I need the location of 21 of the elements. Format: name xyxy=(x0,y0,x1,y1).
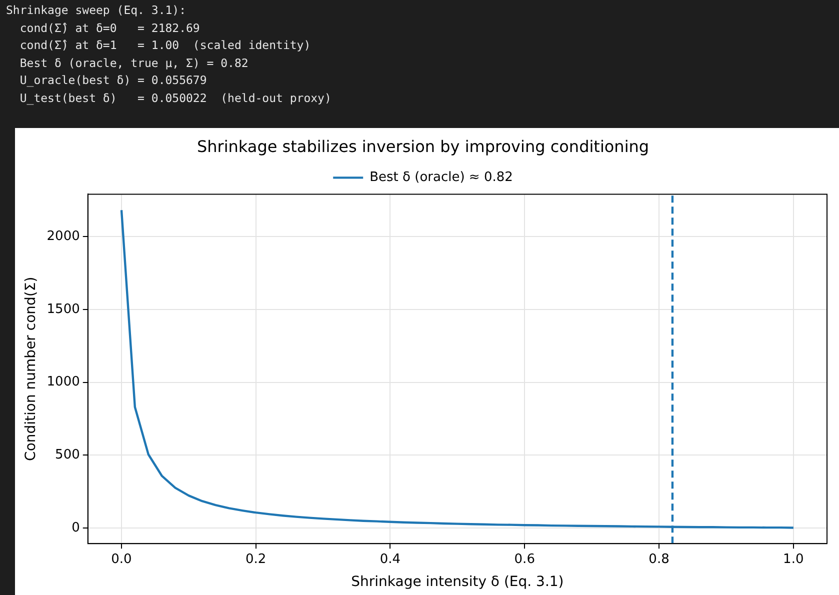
text: cond(Σ̂) at δ=0 = 2182.69 xyxy=(20,20,200,34)
y-tick-label: 1500 xyxy=(46,302,80,317)
y-tick-label: 0 xyxy=(72,520,80,536)
x-tick-label: 0.0 xyxy=(111,552,132,567)
x-tick-label: 0.8 xyxy=(648,552,670,567)
y-tick-label: 1000 xyxy=(46,374,80,390)
x-tick-label: 0.2 xyxy=(246,552,266,567)
x-tick-label: 0.4 xyxy=(380,552,401,567)
text: U_test(best δ) = 0.050022 (held-out proxy) xyxy=(20,90,332,104)
y-tick-label: 2000 xyxy=(46,229,80,244)
x-tick-label: 1.0 xyxy=(783,552,804,567)
y-axis-title: Condition number cond(Σ) xyxy=(23,276,40,461)
text: cond(Σ̂) at δ=1 = 1.00 (scaled identity) xyxy=(20,38,311,52)
x-tick-label: 0.6 xyxy=(514,552,535,567)
text: U_oracle(best δ) = 0.055679 xyxy=(20,73,207,87)
text: Best δ (oracle, true μ, Σ) = 0.82 xyxy=(20,56,248,70)
x-axis-title: Shrinkage intensity δ (Eq. 3.1) xyxy=(351,574,564,590)
y-tick-label: 500 xyxy=(55,447,80,462)
legend-label: Best δ (oracle) ≈ 0.82 xyxy=(370,170,513,186)
text: Shrinkage sweep (Eq. 3.1): xyxy=(6,3,186,17)
chart-title: Shrinkage stabilizes inversion by improving conditioning xyxy=(196,136,650,156)
